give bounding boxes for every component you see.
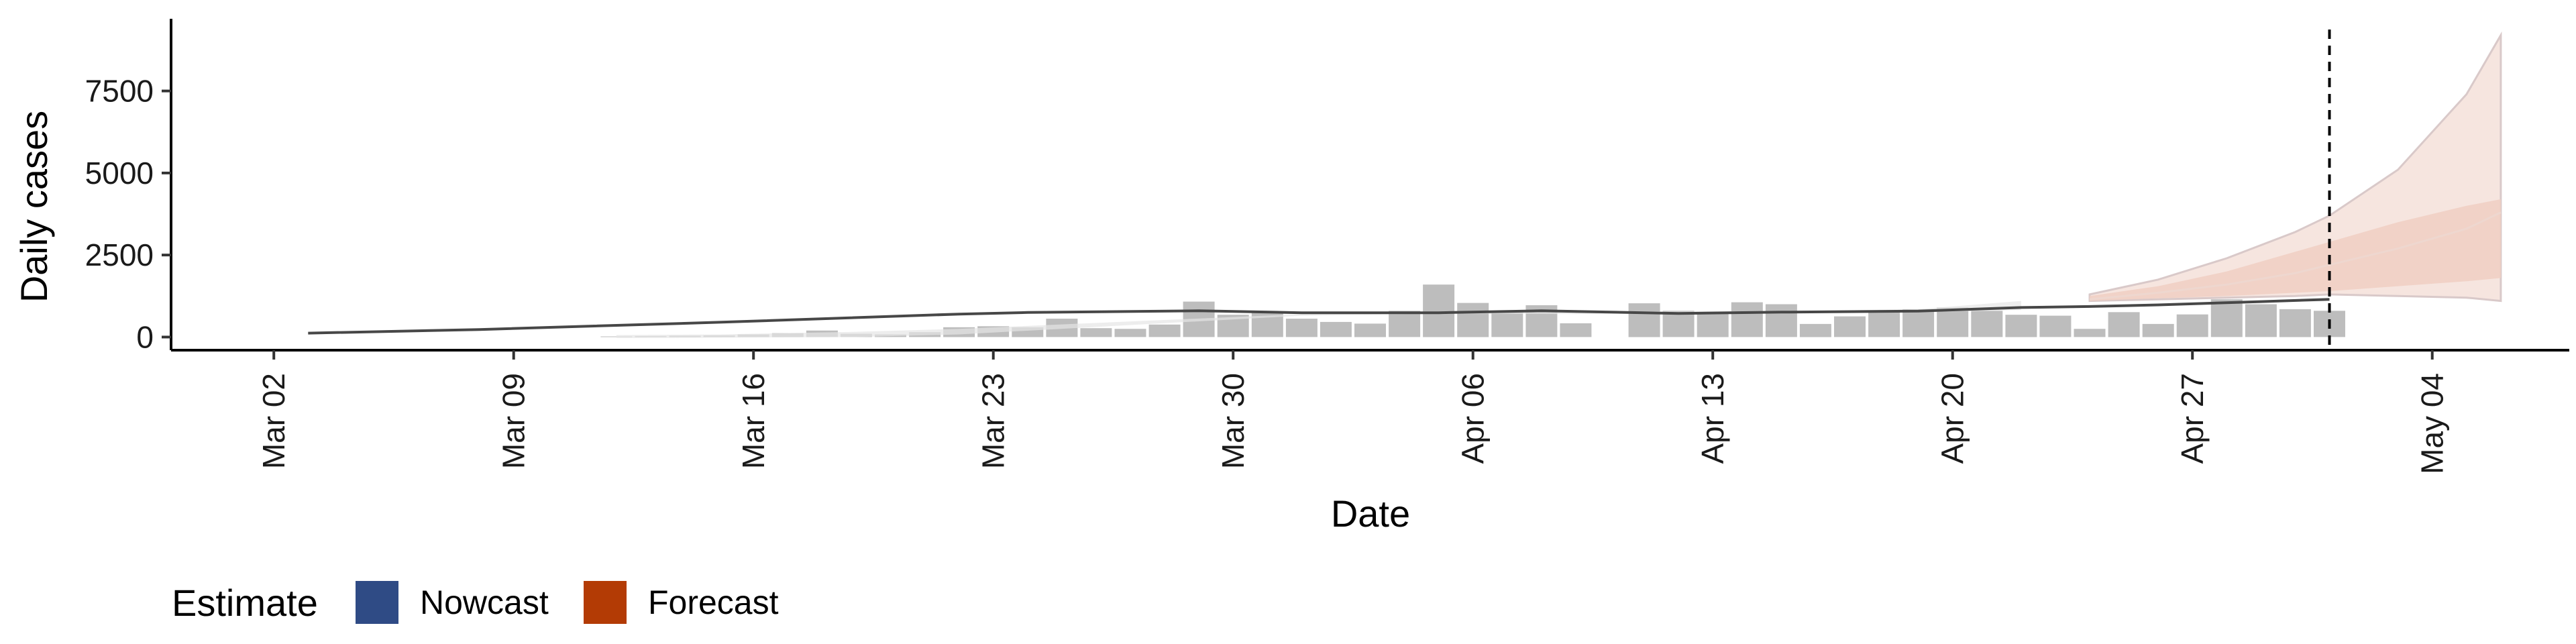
reported-cases-bar <box>1868 311 1900 337</box>
y-tick-label: 2500 <box>85 237 154 272</box>
forecast-band-50 <box>2090 199 2501 301</box>
y-tick-label: 0 <box>136 319 154 354</box>
x-tick-label: May 04 <box>2415 373 2450 474</box>
reported-cases-bar <box>2176 314 2208 337</box>
reported-cases-bar <box>1765 304 1797 337</box>
reported-cases-bar <box>1080 328 1112 337</box>
x-tick-label: Mar 16 <box>736 373 771 469</box>
reported-cases-bar <box>1799 323 1831 337</box>
reported-cases-bar <box>1628 303 1660 337</box>
legend-label-nowcast: Nowcast <box>420 584 549 621</box>
x-tick-label: Apr 13 <box>1695 373 1730 464</box>
reported-cases-bar <box>1114 329 1146 337</box>
nowcast-band <box>616 301 2021 338</box>
reported-cases-bar <box>1423 284 1455 337</box>
legend-label-forecast: Forecast <box>648 584 779 621</box>
y-tick-label: 7500 <box>85 74 154 109</box>
reported-cases-bar <box>1285 319 1318 337</box>
legend-title: Estimate <box>172 582 318 624</box>
x-tick-label: Mar 02 <box>256 373 291 469</box>
reported-cases-bar <box>2108 312 2140 337</box>
reported-cases-bar <box>1731 302 1763 337</box>
reported-cases-bar <box>1491 311 1523 337</box>
plot-area <box>308 30 2502 350</box>
x-tick-label: Mar 23 <box>976 373 1011 469</box>
reported-cases-bar <box>1389 311 1421 337</box>
reported-cases-bar <box>1902 309 1935 337</box>
x-axis-title: Date <box>1331 492 1410 535</box>
reported-cases-bar <box>1457 303 1489 337</box>
legend: Estimate Nowcast Forecast <box>172 581 779 624</box>
reported-cases-bar <box>2074 329 2106 337</box>
legend-swatch-nowcast <box>356 581 398 624</box>
x-tick-label: Apr 27 <box>2175 373 2210 464</box>
nowcast-median-line <box>308 298 2330 335</box>
reported-cases-bar <box>2005 315 2037 337</box>
reported-cases-bar <box>2142 323 2174 337</box>
legend-swatch-forecast <box>584 581 627 624</box>
y-axis-title: Daily cases <box>13 111 55 303</box>
reported-cases-bar <box>2279 309 2311 337</box>
reported-cases-bar <box>1697 312 1729 337</box>
x-tick-label: Apr 06 <box>1456 373 1491 464</box>
y-tick-label: 5000 <box>85 156 154 191</box>
axes: 0 2500 5000 7500 Mar 02 Mar 09 Mar 16 Mar 23 Mar… <box>85 19 2569 474</box>
reported-cases-bar <box>1560 323 1592 337</box>
x-tick-label: Mar 30 <box>1216 373 1250 469</box>
x-tick-label: Apr 20 <box>1935 373 1970 464</box>
reported-cases-bar <box>2210 299 2243 337</box>
reported-cases-bar <box>1662 311 1695 337</box>
reported-cases-bar <box>1148 324 1181 337</box>
forecast-median-line <box>2089 211 2502 301</box>
reported-cases-bar <box>1834 316 1866 337</box>
reported-cases-bar <box>1971 311 2003 337</box>
x-tick-label: Mar 09 <box>496 373 531 469</box>
reported-cases-bar <box>1354 323 1386 337</box>
reported-cases-bar <box>2245 304 2277 337</box>
reported-cases-bar <box>1937 307 1969 337</box>
reported-cases-bar <box>2039 315 2072 337</box>
reported-cases-bar <box>1320 321 1352 337</box>
